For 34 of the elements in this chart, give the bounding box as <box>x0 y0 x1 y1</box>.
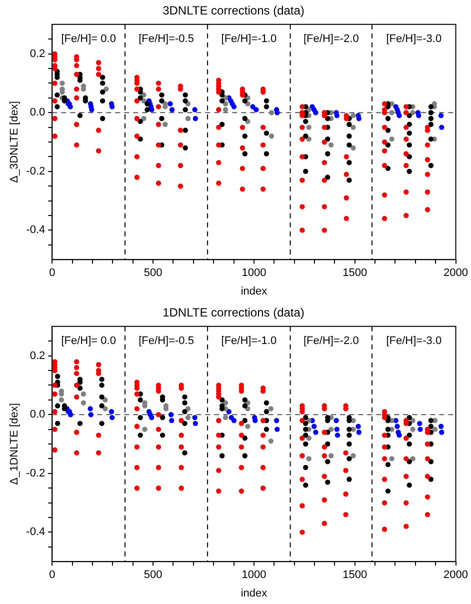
y-tick-label: -0.4 <box>26 526 46 538</box>
chart-title: 1DNLTE corrections (data) <box>162 306 304 320</box>
x-tick-label: 2000 <box>444 569 468 582</box>
x-tick-label: 500 <box>144 267 162 280</box>
x-tick-label: 1000 <box>242 267 266 280</box>
x-axis-title: index <box>240 587 268 600</box>
y-tick-label: -0.4 <box>26 224 46 236</box>
x-tick-label: 0 <box>49 267 56 280</box>
x-tick-label: 1000 <box>242 569 266 582</box>
annotation: [Fe/H]=-0.5 <box>138 32 194 45</box>
y-tick-label: 0.0 <box>30 106 46 119</box>
annotation: [Fe/H]=-3.0 <box>386 334 442 347</box>
y-tick-label: -0.2 <box>26 165 46 178</box>
x-tick-label: 2000 <box>444 267 468 280</box>
x-tick-label: 1500 <box>342 267 368 280</box>
annotation: [Fe/H]= 0.0 <box>61 334 116 347</box>
annotation: [Fe/H]=-3.0 <box>386 32 442 45</box>
y-tick-label: -0.2 <box>26 467 46 480</box>
annotation: [Fe/H]=-2.0 <box>303 334 359 347</box>
x-tick-label: 0 <box>49 569 56 582</box>
y-tick-label: 0.2 <box>30 48 46 60</box>
annotation: [Fe/H]=-1.0 <box>221 32 277 45</box>
annotation: [Fe/H]=-0.5 <box>138 334 194 347</box>
annotation: [Fe/H]=-1.0 <box>221 334 277 347</box>
y-axis-title: Δ_1DNLTE [dex] <box>8 403 21 485</box>
y-tick-label: 0.0 <box>30 408 46 421</box>
x-tick-label: 500 <box>144 569 162 582</box>
annotation: [Fe/H]= 0.0 <box>61 32 116 45</box>
y-axis-title: Δ_3DNLTE [dex] <box>8 101 21 183</box>
chart-title: 3DNLTE corrections (data) <box>162 4 304 18</box>
x-axis-title: index <box>240 285 268 298</box>
x-tick-label: 1500 <box>342 569 368 582</box>
y-tick-label: 0.2 <box>30 350 46 362</box>
annotation: [Fe/H]=-2.0 <box>303 32 359 45</box>
